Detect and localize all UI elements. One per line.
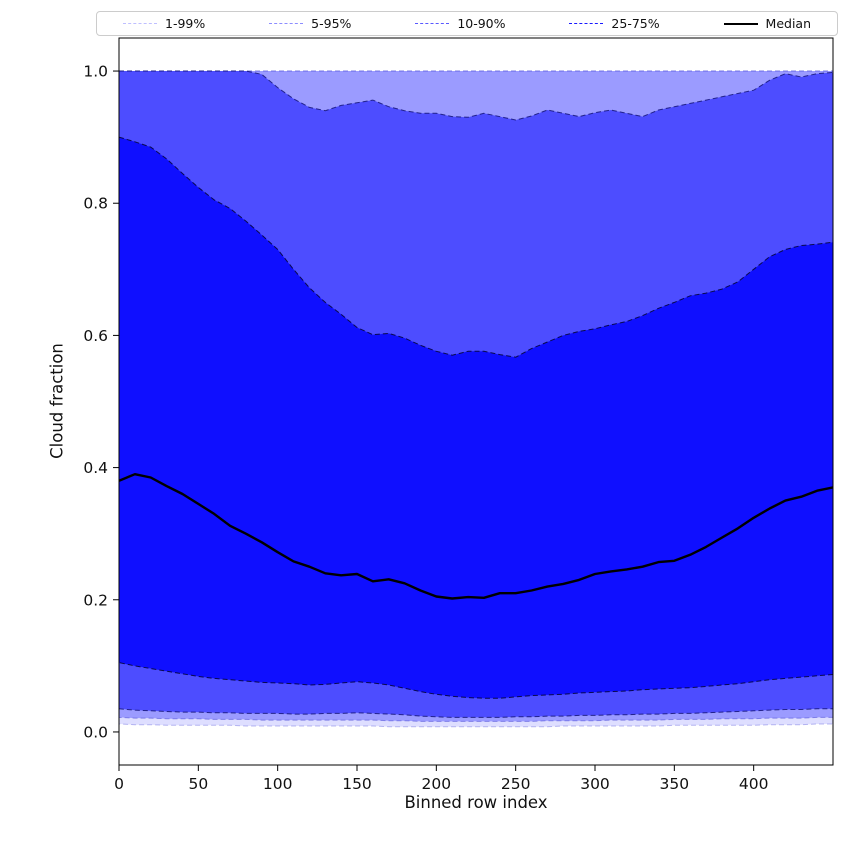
- svg-text:0.8: 0.8: [83, 195, 108, 213]
- svg-text:100: 100: [263, 775, 293, 793]
- legend-line-1-99-icon: [123, 23, 157, 24]
- legend-label-1-99: 1-99%: [165, 16, 206, 31]
- legend-label-5-95: 5-95%: [311, 16, 352, 31]
- svg-text:150: 150: [342, 775, 372, 793]
- legend-item-25-75: 25-75%: [569, 16, 660, 31]
- svg-text:400: 400: [739, 775, 769, 793]
- svg-text:0.4: 0.4: [83, 459, 108, 477]
- svg-text:0.2: 0.2: [83, 591, 108, 609]
- y-axis-label: Cloud fraction: [47, 343, 67, 459]
- x-axis-label: Binned row index: [404, 793, 548, 812]
- legend-line-5-95-icon: [269, 23, 304, 24]
- svg-text:0.6: 0.6: [83, 327, 108, 345]
- legend-line-median-icon: [723, 22, 758, 25]
- legend-item-median: Median: [723, 16, 811, 31]
- legend-line-10-90-icon: [415, 23, 450, 24]
- legend-item-10-90: 10-90%: [415, 16, 506, 31]
- svg-text:0: 0: [114, 775, 124, 793]
- legend-label-median: Median: [765, 16, 811, 31]
- chart-legend: 1-99% 5-95% 10-90% 25-75% Median: [96, 11, 838, 36]
- svg-text:1.0: 1.0: [83, 63, 108, 81]
- legend-label-10-90: 10-90%: [457, 16, 506, 31]
- svg-text:0.0: 0.0: [83, 723, 108, 741]
- legend-line-25-75-icon: [569, 23, 604, 24]
- svg-text:300: 300: [580, 775, 610, 793]
- legend-label-25-75: 25-75%: [611, 16, 660, 31]
- svg-text:250: 250: [501, 775, 531, 793]
- svg-text:350: 350: [660, 775, 690, 793]
- svg-text:200: 200: [422, 775, 452, 793]
- legend-item-1-99: 1-99%: [123, 16, 205, 31]
- svg-text:50: 50: [188, 775, 208, 793]
- legend-item-5-95: 5-95%: [269, 16, 351, 31]
